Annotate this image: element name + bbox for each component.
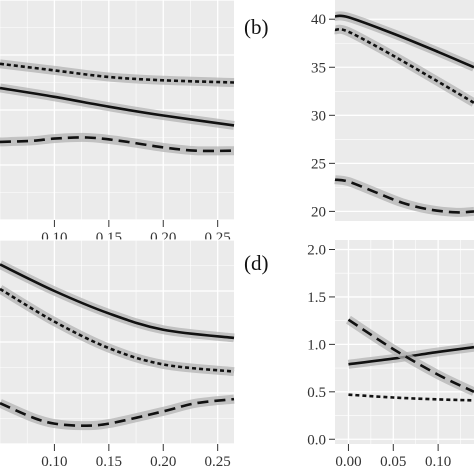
- panel-c-series-dotted-line: [0, 287, 235, 373]
- panel-d-y-tick-label: 0.5: [307, 385, 326, 401]
- panel-b-series-dashed-line: [334, 178, 474, 214]
- panel-b-series-dotted-line: [334, 27, 474, 104]
- panel-c: 0.10 0.15 0.20 0.25: [0, 239, 235, 470]
- panel-c-axes: 0.10 0.15 0.20 0.25: [41, 444, 231, 470]
- panel-d-x-tick-label: 0.10: [425, 454, 451, 470]
- panel-d-x-tick-label: 0.05: [380, 454, 406, 470]
- panel-c-x-tick-label: 0.15: [96, 454, 122, 470]
- panel-d-y-tick-label: 0.0: [307, 432, 326, 448]
- panel-a-grid: [0, 0, 234, 221]
- panel-a: 0.10 0.15 0.20 0.25: [0, 0, 235, 246]
- panel-b-series-solid-line: [334, 14, 474, 69]
- panel-d: (d) 0.00 0.05 0.10 0.0 0.5 1.0 1.5 2.0: [244, 240, 474, 470]
- panel-b-y-tick-label: 25: [311, 156, 326, 172]
- panel-c-x-tick-label: 0.25: [205, 454, 231, 470]
- panel-b-axes: 20 25 30 35 40: [311, 12, 335, 220]
- panel-c-grid: [0, 239, 234, 445]
- panel-d-x-tick-label: 0.00: [335, 454, 361, 470]
- panel-b-y-tick-label: 35: [311, 60, 326, 76]
- panel-a-series-dotted-line: [0, 62, 235, 84]
- panel-d-series-solid-line: [348, 345, 474, 366]
- panel-d-y-tick-label: 1.0: [307, 337, 326, 353]
- panel-b-y-tick-label: 30: [311, 108, 326, 124]
- panel-a-series-solid-line: [0, 86, 235, 127]
- panel-c-series-solid-line: [0, 263, 235, 340]
- panel-c-x-tick-label: 0.10: [41, 454, 67, 470]
- panel-b-label: (b): [244, 15, 269, 39]
- panel-a-series-dashed-line: [0, 136, 235, 153]
- panel-b-y-tick-label: 20: [311, 204, 326, 220]
- panel-d-series-dashed-line: [347, 318, 474, 393]
- panel-a-series: [0, 59, 235, 156]
- panel-d-label: (d): [244, 251, 269, 275]
- panel-d-axes: 0.00 0.05 0.10 0.0 0.5 1.0 1.5 2.0: [307, 242, 451, 470]
- panel-d-background: [335, 240, 474, 444]
- panel-d-series: [345, 315, 474, 402]
- panel-c-x-tick-label: 0.20: [150, 454, 176, 470]
- panel-c-series-dashed-line: [0, 397, 235, 427]
- panel-c-series: [0, 260, 235, 431]
- panel-d-y-tick-label: 2.0: [307, 242, 326, 258]
- panel-b-y-tick-label: 40: [311, 12, 326, 28]
- panel-d-grid: [335, 240, 474, 444]
- panel-d-y-tick-label: 1.5: [307, 290, 326, 306]
- panel-b-series: [334, 11, 474, 217]
- panel-b: (b) 20 25 30 35 40: [244, 0, 474, 221]
